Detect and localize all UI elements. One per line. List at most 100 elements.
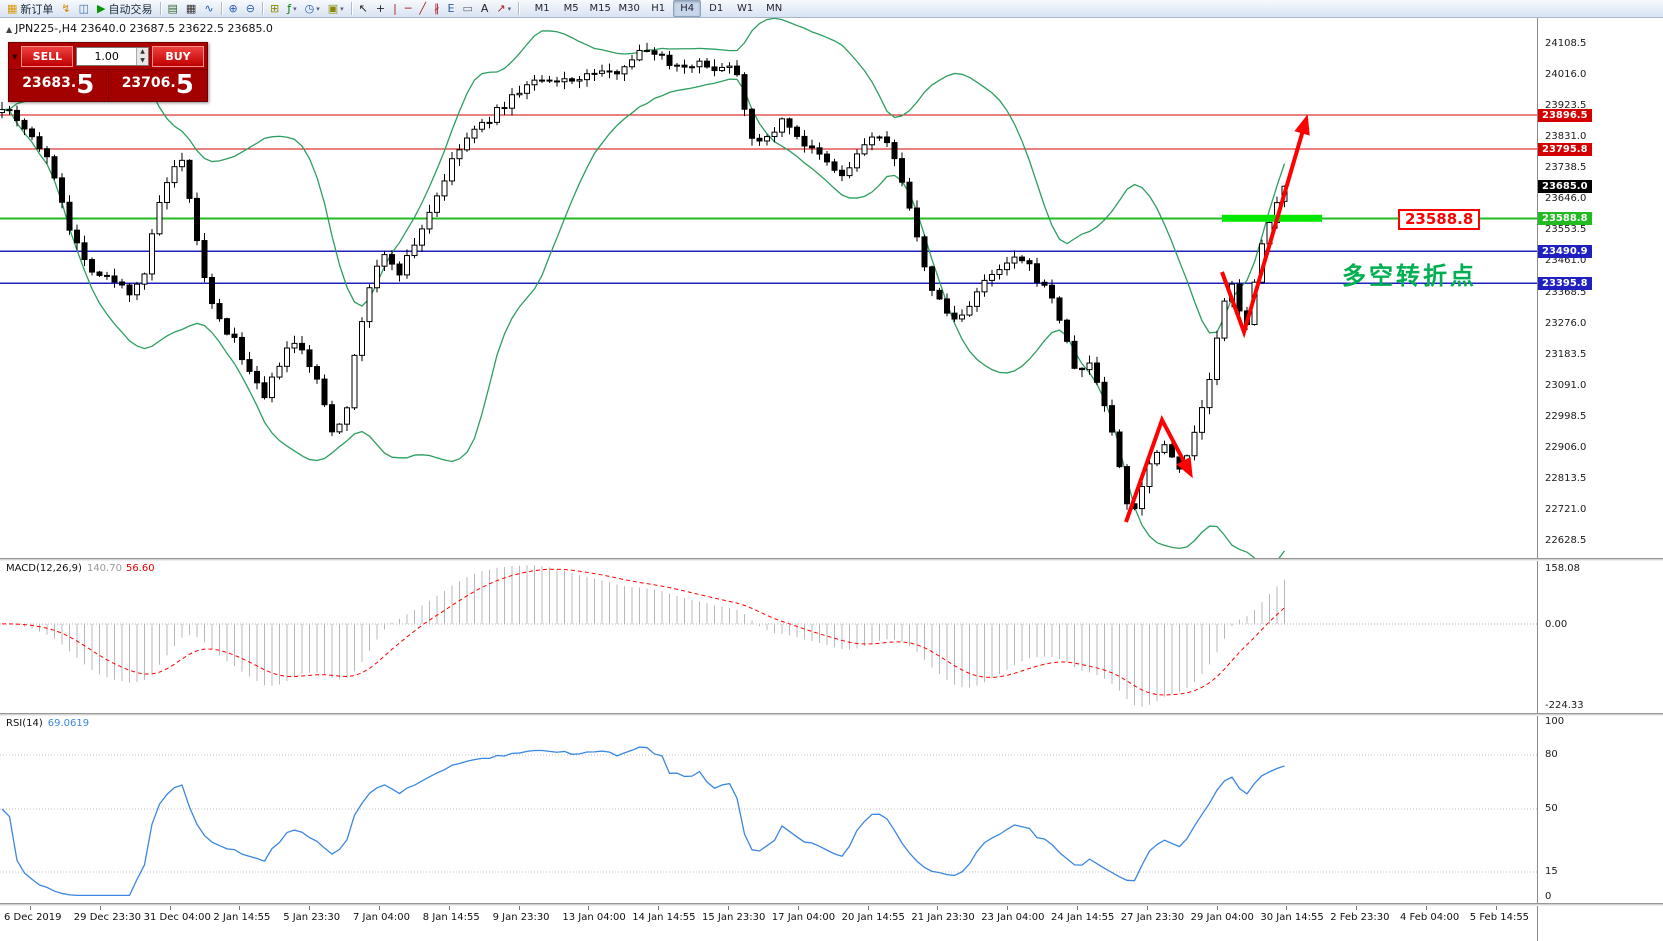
- axis-label: 158.08: [1545, 563, 1580, 574]
- time-tick: [448, 906, 450, 910]
- rsi-chart[interactable]: [0, 716, 1537, 903]
- toolbar-separator: [220, 2, 222, 15]
- time-label: 9 Jan 23:30: [492, 912, 550, 923]
- cursor-button[interactable]: ↖: [355, 0, 372, 18]
- indicators-button-dropdown-icon[interactable]: ▾: [293, 4, 297, 13]
- fibonacci-button[interactable]: E: [444, 0, 459, 18]
- axis-label: 23831.0: [1545, 131, 1587, 143]
- text-button[interactable]: A: [477, 0, 493, 18]
- cursor-icon: ↖: [358, 2, 368, 15]
- axis-label: 100: [1545, 716, 1565, 727]
- trendline-button[interactable]: ╱: [415, 0, 430, 18]
- volume-input[interactable]: [77, 50, 136, 63]
- timeframe-mn[interactable]: MN: [766, 3, 783, 14]
- shapes-button[interactable]: ▭: [458, 0, 476, 18]
- autotrading-icon: ▶: [97, 2, 106, 15]
- arrows-button-dropdown-icon[interactable]: ▾: [507, 4, 512, 13]
- sell-button[interactable]: SELL: [21, 46, 74, 67]
- rsi-axis[interactable]: 100 80 50 15 0: [1537, 716, 1663, 903]
- panel-collapse-arrow-icon[interactable]: ▼: [12, 52, 18, 61]
- timeframe-d1[interactable]: D1: [709, 3, 724, 14]
- axis-label: 24108.5: [1545, 38, 1587, 49]
- axis-label: 23368.5: [1545, 286, 1587, 298]
- price-axis[interactable]: 24108.5 24016.0 23923.5 23831.0 23738.5 23646…: [1537, 18, 1663, 558]
- zoom-in-button[interactable]: ⊕: [225, 0, 242, 18]
- time-label: 24 Jan 14:55: [1051, 912, 1115, 923]
- time-label: 2 Feb 23:30: [1330, 912, 1390, 923]
- zoom-out-icon: ⊖: [245, 2, 255, 15]
- panel-divider[interactable]: [0, 903, 1663, 906]
- arrows-button[interactable]: ↗ ▾: [492, 0, 515, 18]
- buy-button[interactable]: BUY: [152, 46, 204, 67]
- time-tick: [309, 906, 311, 910]
- timeframe-m30[interactable]: M30: [618, 3, 640, 14]
- time-label: 21 Jan 23:30: [911, 912, 975, 923]
- time-tick: [239, 906, 241, 910]
- channel-button[interactable]: ∦: [430, 0, 444, 18]
- candlestick-chart-button[interactable]: ▦: [182, 0, 200, 18]
- time-tick: [728, 906, 729, 910]
- axis-label: 23738.5: [1545, 162, 1587, 174]
- time-label: 30 Jan 14:55: [1260, 912, 1324, 923]
- sell-price: 23683.5: [9, 70, 109, 101]
- time-label: 5 Feb 14:55: [1469, 912, 1530, 923]
- timeframe-h1[interactable]: H1: [651, 3, 666, 14]
- timeframe-m1[interactable]: M1: [534, 3, 550, 14]
- chart-shot-button[interactable]: ↯: [57, 0, 74, 18]
- chart-title: ▲ JPN225-,H4 23640.0 23687.5 23622.5 2368…: [6, 22, 273, 35]
- time-tick: [658, 906, 660, 910]
- indicators-button[interactable]: ƒ ▾: [283, 0, 300, 18]
- templates-button-dropdown-icon[interactable]: ▾: [340, 4, 344, 13]
- time-label: 8 Jan 14:55: [422, 912, 480, 923]
- time-label: 7 Jan 04:00: [353, 912, 410, 923]
- axis-label: 0.00: [1545, 618, 1568, 630]
- volume-up-button[interactable]: ▲: [137, 48, 148, 57]
- buy-price-big-digit: 5: [175, 70, 194, 100]
- line-chart-button[interactable]: ∿: [200, 0, 217, 18]
- timeframe-m15[interactable]: M15: [589, 3, 611, 14]
- crosshair-button[interactable]: +: [372, 0, 389, 18]
- terminal-button[interactable]: ◫: [75, 0, 93, 18]
- price-tag: 23896.5: [1538, 108, 1592, 122]
- time-tick: [937, 906, 939, 910]
- rsi-panel: RSI(14) 69.0619 100 80 50 15 0: [0, 716, 1663, 903]
- time-axis-corner: [1537, 906, 1663, 941]
- autotrading-button[interactable]: ▶ 自动交易: [93, 0, 156, 18]
- periods-button-dropdown-icon[interactable]: ▾: [316, 4, 320, 13]
- panel-divider[interactable]: [0, 558, 1663, 561]
- volume-down-button[interactable]: ▼: [137, 56, 148, 65]
- axis-label: 23553.5: [1545, 224, 1587, 236]
- timeframe-h4[interactable]: H4: [673, 0, 702, 17]
- new-order-button[interactable]: ▦ 新订单: [3, 0, 57, 18]
- zoom-out-button[interactable]: ⊖: [242, 0, 259, 18]
- periods-button[interactable]: ◷ ▾: [301, 0, 324, 18]
- timeframe-w1[interactable]: W1: [737, 3, 754, 14]
- vertical-line-button[interactable]: |: [389, 0, 401, 18]
- panel-divider[interactable]: [0, 713, 1663, 716]
- price-tag: 23588.8: [1538, 212, 1592, 226]
- price-tag: 23395.8: [1538, 276, 1592, 290]
- time-tick: [1007, 906, 1009, 910]
- bar-chart-button[interactable]: ▤: [164, 0, 182, 18]
- time-label: 29 Dec 23:30: [73, 912, 142, 923]
- templates-button[interactable]: ▣ ▾: [324, 0, 348, 18]
- timeframe-m5[interactable]: M5: [563, 3, 579, 14]
- macd-main-value: 140.70: [86, 563, 122, 574]
- axis-label: 23091.0: [1545, 379, 1587, 391]
- tile-windows-button[interactable]: ⊞: [266, 0, 283, 18]
- macd-chart[interactable]: [0, 561, 1537, 713]
- support-price-annotation-label: 23588.8: [1398, 209, 1481, 230]
- axis-label: -224.33: [1545, 700, 1584, 711]
- horizontal-line-button[interactable]: ─: [401, 0, 416, 18]
- time-tick: [1426, 906, 1427, 910]
- price-chart[interactable]: [0, 18, 1537, 558]
- time-tick: [797, 906, 799, 910]
- turning-point-text: 多空转折点: [1342, 262, 1477, 290]
- toolbar-separator: [518, 2, 520, 15]
- time-tick: [1146, 906, 1148, 910]
- zoom-in-icon: ⊕: [228, 2, 238, 15]
- time-axis[interactable]: 6 Dec 2019 29 Dec 23:30 31 Dec 04:00 2 Jan …: [0, 906, 1663, 941]
- macd-axis[interactable]: 158.08 0.00 -224.33: [1537, 561, 1663, 713]
- axis-label: 22813.5: [1545, 472, 1587, 484]
- toolbar-buttons: ▦ 新订单 ↯ ◫ ▶ 自动交易 ▤ ▦ ∿ ⊕ ⊖ ⊞ ƒ ▾ ◷ ▾ ▣ ▾ ↖ + | ─ ╱ ∦ E ▭ A ↗ ▾: [3, 0, 522, 18]
